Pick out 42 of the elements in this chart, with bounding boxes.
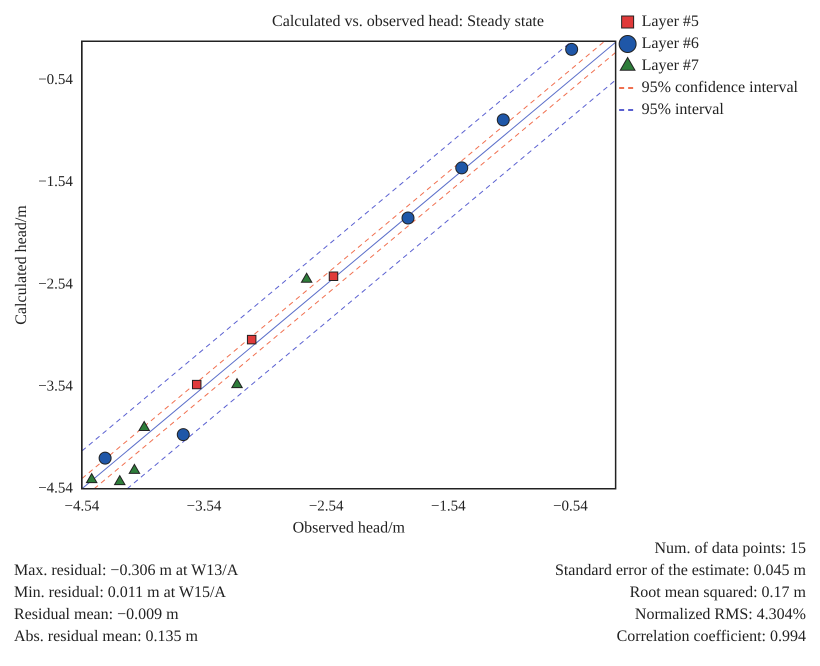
legend-label: 95% confidence interval <box>642 79 799 96</box>
text: Normalized RMS: 4.304% <box>634 605 806 625</box>
point <box>565 42 578 56</box>
point <box>496 113 510 126</box>
text: Min. residual: 0.011 m at W15/A <box>14 583 226 603</box>
legend-label: Layer #6 <box>642 35 699 52</box>
point <box>138 420 150 431</box>
y-tick-label: −2.54 <box>38 276 74 292</box>
x-axis-title: Observed head/m <box>292 520 406 537</box>
legend-label: Layer #5 <box>642 13 699 30</box>
text: Standard error of the estimate: 0.045 m <box>554 561 806 581</box>
text: Num. of data points: 15 <box>654 539 806 559</box>
x-tick-label: −3.54 <box>186 498 222 515</box>
chart-title: Calculated vs. observed head: Steady state <box>272 12 544 30</box>
x-tick-label: −1.54 <box>430 498 466 515</box>
point <box>246 334 256 344</box>
legend-label: Layer #7 <box>642 57 699 74</box>
y-tick-label: −4.54 <box>38 480 74 497</box>
text: Abs. residual mean: 0.135 m <box>14 627 198 647</box>
legend-label: 95% interval <box>642 101 724 118</box>
point <box>86 473 98 484</box>
text: Correlation coefficient: 0.994 <box>616 627 806 647</box>
text: Max. residual: −0.306 m at W13/A <box>14 561 238 581</box>
point <box>231 378 243 388</box>
point <box>455 161 468 174</box>
text: Root mean squared: 0.17 m <box>630 583 806 603</box>
x-tick-label: −0.54 <box>553 498 588 515</box>
y-tick-label: −3.54 <box>38 378 74 395</box>
point <box>300 272 312 283</box>
point <box>192 380 202 390</box>
point <box>328 272 338 281</box>
y-axis-title: Calculated head/m <box>12 204 30 325</box>
x-tick-label: −4.54 <box>64 498 100 515</box>
point <box>114 475 126 486</box>
point <box>176 428 190 442</box>
y-tick-label: −0.54 <box>38 72 74 88</box>
point <box>128 464 140 474</box>
point <box>402 211 414 224</box>
text: Residual mean: −0.009 m <box>14 605 179 625</box>
point <box>98 452 112 465</box>
y-tick-label: −1.54 <box>38 174 74 190</box>
x-tick-label: −2.54 <box>308 498 344 515</box>
